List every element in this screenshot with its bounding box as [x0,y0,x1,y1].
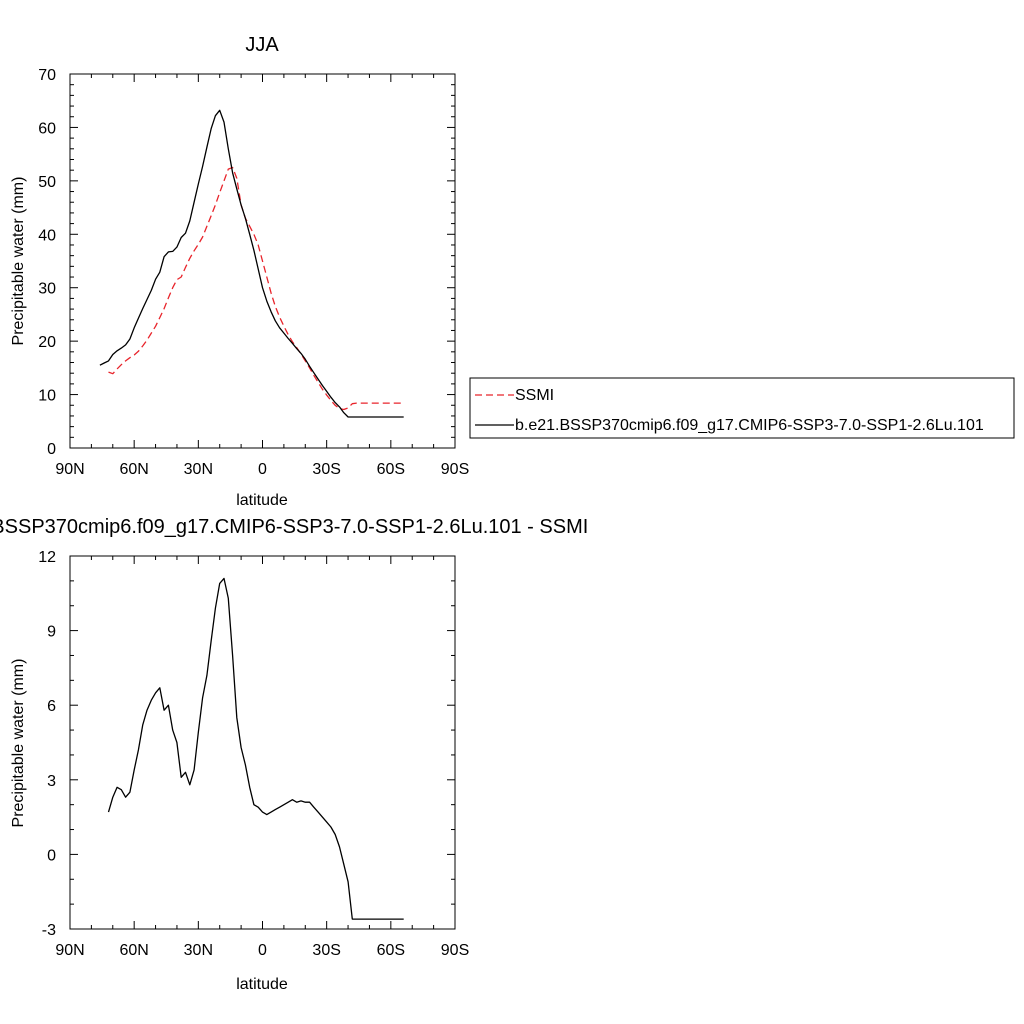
top-x-tick-label: 90S [441,461,469,478]
top-y-tick-label: 20 [38,334,56,351]
bottom-x-tick-label: 0 [258,942,267,959]
legend-label-ssmi: SSMI [515,387,554,404]
top-panel-title: JJA [245,34,279,56]
top-y-tick-label: 70 [38,67,56,84]
bottom-y-tick-label: 9 [47,624,56,641]
bottom-y-tick-label: 6 [47,698,56,715]
top-series-line-0 [108,166,404,411]
top-panel: JJA 90N 60N 30N 0 30S 60S 90S 0 10 20 30 40 50 60 70 l… [10,34,469,509]
top-x-tick-label: 90N [55,461,84,478]
legend-label-model: b.e21.BSSP370cmip6.f09_g17.CMIP6-SSP3-7.… [515,417,984,434]
top-y-tick-label: 50 [38,174,56,191]
top-y-axis-title: Precipitable water (mm) [10,177,27,346]
bottom-axes: 90N 60N 30N 0 30S 60S 90S -3 0 3 6 9 12 [38,549,469,959]
bottom-x-tick-label: 30N [184,942,213,959]
top-y-tick-label: 10 [38,388,56,405]
bottom-x-tick-label: 90N [55,942,84,959]
bottom-x-tick-label: 30S [312,942,340,959]
bottom-y-tick-label: 12 [38,549,56,566]
bottom-plot-frame [69,555,456,930]
top-x-tick-label: 60S [377,461,405,478]
bottom-y-axis-title: Precipitable water (mm) [10,659,27,828]
top-axes: 90N 60N 30N 0 30S 60S 90S 0 10 20 30 40 50 60 70 [38,67,469,478]
top-series-line-1 [99,109,404,418]
bottom-x-tick-label: 60S [377,942,405,959]
top-x-axis-title: latitude [236,492,288,509]
bottom-x-tick-label: 60N [119,942,148,959]
top-x-tick-label: 30N [184,461,213,478]
top-x-tick-label: 0 [258,461,267,478]
top-x-tick-label: 30S [312,461,340,478]
top-y-tick-label: 30 [38,281,56,298]
bottom-x-tick-label: 90S [441,942,469,959]
bottom-panel: b.e21.BSSP370cmip6.f09_g17.CMIP6-SSP3-7.… [0,516,588,993]
bottom-y-tick-label: -3 [42,922,56,939]
bottom-series-line-0 [107,577,404,920]
bottom-y-tick-label: 0 [47,847,56,864]
top-x-tick-label: 60N [119,461,148,478]
top-series-lines [99,109,404,418]
legend: SSMI b.e21.BSSP370cmip6.f09_g17.CMIP6-SS… [469,377,1015,439]
bottom-x-axis-title: latitude [236,976,288,993]
top-y-tick-label: 60 [38,120,56,137]
bottom-y-tick-label: 3 [47,773,56,790]
legend-box [469,377,1015,439]
top-y-tick-label: 40 [38,227,56,244]
bottom-panel-title: b.e21.BSSP370cmip6.f09_g17.CMIP6-SSP3-7.… [0,516,588,538]
bottom-series-lines [107,577,404,920]
top-y-tick-label: 0 [47,441,56,458]
